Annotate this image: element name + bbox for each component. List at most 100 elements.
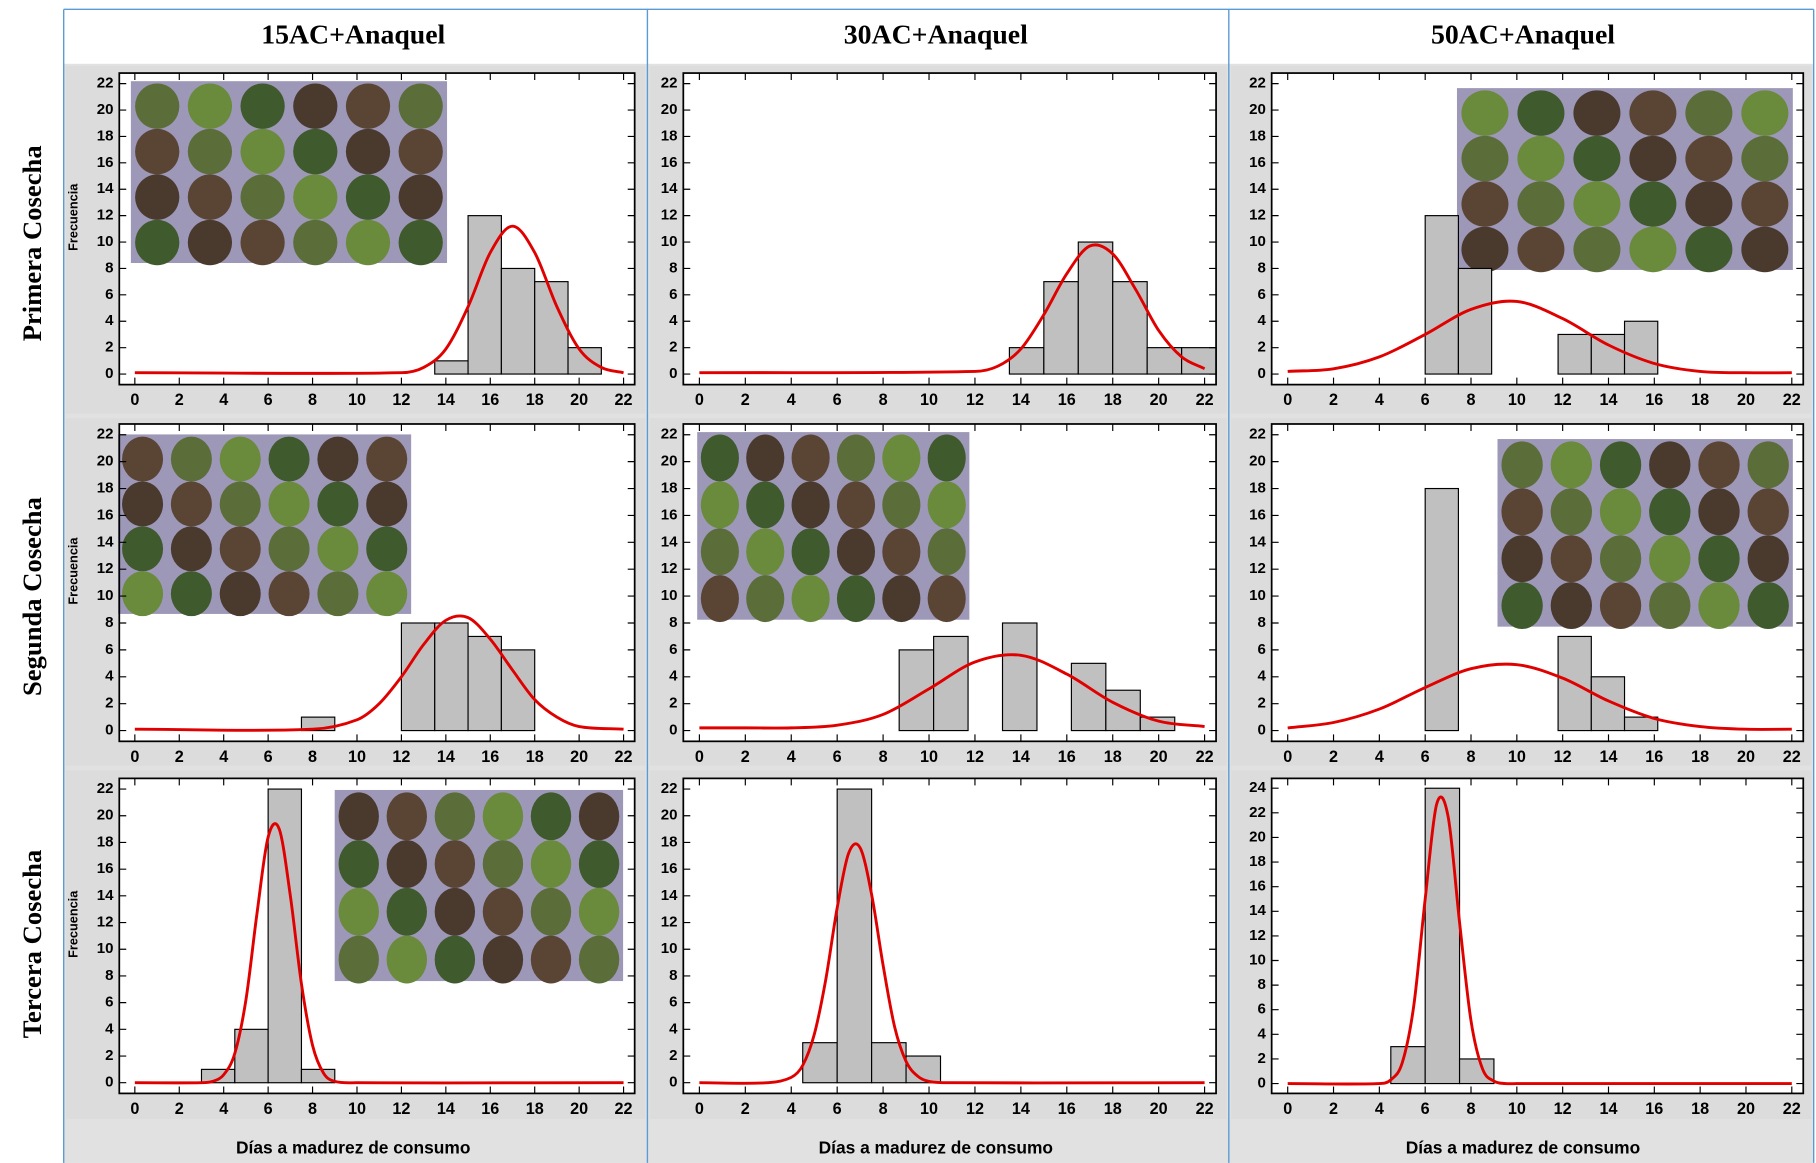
avocado bbox=[135, 219, 180, 266]
histogram-bar bbox=[400, 622, 436, 732]
avocado bbox=[317, 481, 359, 527]
x-tick-label: 22 bbox=[1196, 748, 1214, 766]
avocado bbox=[1573, 226, 1621, 273]
y-tick-label: 18 bbox=[97, 833, 114, 850]
x-tick-label: 4 bbox=[219, 1100, 228, 1118]
y-tick-label: 22 bbox=[97, 426, 114, 443]
avocado bbox=[1573, 90, 1621, 136]
avocado bbox=[122, 436, 164, 482]
avocado bbox=[1747, 535, 1789, 583]
avocado bbox=[338, 935, 379, 984]
avocado bbox=[317, 526, 359, 572]
x-tick-label: 10 bbox=[348, 391, 366, 409]
x-tick-label: 2 bbox=[1329, 748, 1338, 766]
x-tick-label: 2 bbox=[741, 748, 750, 766]
x-tick-label: 16 bbox=[1058, 1100, 1076, 1118]
y-tick-label: 16 bbox=[97, 506, 114, 523]
avocado bbox=[240, 174, 285, 220]
y-tick-label: 16 bbox=[1249, 878, 1266, 895]
y-tick-label: 12 bbox=[1249, 207, 1266, 224]
x-tick-label: 10 bbox=[920, 1100, 938, 1118]
x-tick-label: 20 bbox=[1737, 391, 1755, 409]
x-tick-label: 6 bbox=[1421, 1100, 1430, 1118]
x-tick-label: 8 bbox=[308, 1100, 317, 1118]
avocado bbox=[338, 840, 379, 888]
histogram-bar bbox=[1390, 1046, 1426, 1085]
histogram-bar bbox=[300, 1068, 336, 1084]
plot-frame bbox=[1270, 72, 1805, 386]
y-tick-label: 24 bbox=[1249, 779, 1266, 796]
x-tick-label: 12 bbox=[392, 748, 410, 766]
x-tick-label: 6 bbox=[264, 391, 273, 409]
y-tick-label: 8 bbox=[1257, 976, 1265, 993]
y-tick-label: 2 bbox=[105, 695, 113, 712]
avocado bbox=[482, 887, 524, 936]
plot-frame bbox=[118, 777, 636, 1095]
x-tick-label: 14 bbox=[437, 1100, 455, 1118]
y-tick-label: 22 bbox=[1249, 804, 1266, 821]
y-tick-label: 12 bbox=[97, 207, 114, 224]
x-tick-label: 8 bbox=[308, 391, 317, 409]
x-tick-label: 22 bbox=[1196, 1100, 1214, 1118]
avocado bbox=[398, 219, 443, 266]
histogram-bar bbox=[1557, 333, 1592, 375]
x-tick-label: 18 bbox=[1691, 391, 1709, 409]
x-tick-label: 14 bbox=[1599, 748, 1617, 766]
histogram-bar bbox=[1623, 320, 1659, 375]
avocado bbox=[434, 840, 476, 888]
x-tick-label: 18 bbox=[1104, 748, 1122, 766]
y-tick-label: 14 bbox=[97, 533, 114, 550]
avocado bbox=[219, 571, 261, 617]
x-tick-label: 20 bbox=[1737, 1100, 1755, 1118]
y-tick-label: 14 bbox=[1249, 902, 1266, 919]
avocado bbox=[1741, 135, 1789, 182]
histogram-bar bbox=[434, 622, 469, 732]
x-tick-label: 10 bbox=[348, 1100, 366, 1118]
y-tick-label: 12 bbox=[97, 560, 114, 577]
avocado bbox=[1685, 90, 1733, 136]
avocado bbox=[1501, 582, 1543, 630]
x-tick-label: 2 bbox=[175, 391, 184, 409]
y-tick-label: 10 bbox=[661, 587, 678, 604]
avocado bbox=[345, 174, 391, 220]
avocado bbox=[882, 481, 921, 529]
x-tick-label: 22 bbox=[1196, 391, 1214, 409]
avocado bbox=[1685, 181, 1733, 227]
avocado bbox=[1599, 441, 1642, 489]
avocado bbox=[1461, 181, 1509, 227]
y-tick-label: 18 bbox=[661, 833, 678, 850]
plot-frame bbox=[118, 423, 636, 743]
avocado bbox=[927, 575, 966, 623]
y-tick-label: 0 bbox=[105, 1074, 113, 1091]
y-tick-label: 20 bbox=[1249, 101, 1266, 118]
x-tick-label: 12 bbox=[966, 1100, 984, 1118]
histogram-bar bbox=[234, 1028, 269, 1084]
x-tick-label: 0 bbox=[1283, 748, 1292, 766]
y-tick-label: 8 bbox=[1257, 259, 1265, 276]
column-title: 30AC+Anaquel bbox=[844, 20, 1028, 51]
x-tick-label: 10 bbox=[1508, 748, 1526, 766]
histogram-bar bbox=[1001, 622, 1038, 732]
avocado bbox=[1649, 441, 1691, 489]
x-tick-label: 22 bbox=[1783, 391, 1801, 409]
avocado bbox=[122, 571, 164, 617]
y-tick-label: 6 bbox=[1257, 1001, 1265, 1018]
y-tick-label: 22 bbox=[97, 75, 114, 92]
row-label: Segunda Cosecha bbox=[17, 497, 47, 696]
avocado bbox=[836, 528, 876, 576]
x-tick-label: 18 bbox=[526, 748, 544, 766]
y-tick-label: 6 bbox=[1257, 286, 1265, 303]
avocado bbox=[1550, 441, 1593, 489]
x-tick-label: 14 bbox=[1012, 1100, 1030, 1118]
y-tick-label: 4 bbox=[105, 668, 114, 685]
histogram-bar bbox=[1112, 281, 1148, 375]
y-tick-label: 12 bbox=[1249, 927, 1266, 944]
avocado bbox=[345, 219, 391, 266]
y-tick-label: 10 bbox=[661, 233, 678, 250]
avocado bbox=[1649, 582, 1691, 630]
y-tick-label: 18 bbox=[661, 127, 678, 144]
avocado bbox=[386, 840, 427, 888]
photo bbox=[334, 789, 624, 984]
y-tick-label: 0 bbox=[1257, 1075, 1265, 1092]
